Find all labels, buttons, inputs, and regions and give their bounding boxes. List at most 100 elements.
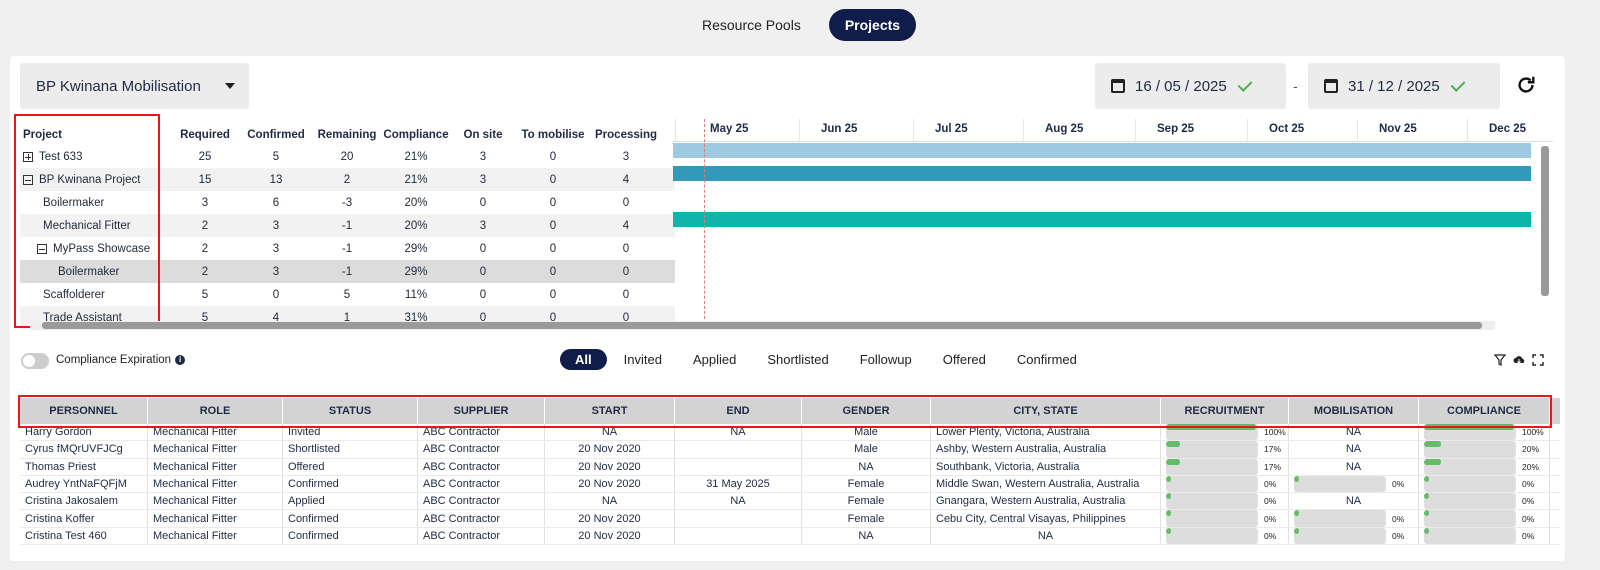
project-row[interactable]: MyPass Showcase 2 3 -1 29% 0 0 0 [20, 237, 675, 260]
col-role[interactable]: ROLE [148, 398, 283, 424]
col-city-state[interactable]: CITY, STATE [931, 398, 1161, 424]
tab-projects[interactable]: Projects [828, 9, 917, 41]
fullscreen-icon[interactable] [1532, 354, 1544, 366]
info-icon[interactable]: i [175, 355, 186, 365]
project-processing-cell: 0 [622, 242, 630, 255]
project-name: Scaffolderer [43, 288, 105, 301]
gantt-chart: May 25 Jun 25 Jul 25 Aug 25 Sep 25 Oct 25 Nov … [673, 119, 1553, 319]
project-to-mobilise-cell: 0 [549, 173, 557, 186]
mobilisation-cell: NA [1289, 424, 1419, 441]
col-supplier[interactable]: SUPPLIER [418, 398, 545, 424]
start-cell: 20 Nov 2020 [545, 527, 675, 545]
col-recruitment[interactable]: RECRUITMENT [1161, 398, 1289, 424]
compliance-progress-bar [1424, 441, 1516, 458]
start-date-field[interactable]: 16 / 05 / 2025 [1095, 63, 1286, 109]
personnel-table: PERSONNEL ROLE STATUS SUPPLIER START END GENDE… [20, 398, 1560, 546]
mobilisation-cell: 0% [1289, 510, 1419, 527]
filter-tab-confirmed[interactable]: Confirmed [1016, 352, 1077, 367]
table-row[interactable]: Cristina Jakosalem Mechanical Fitter Appli… [20, 493, 1560, 511]
cloud-download-icon[interactable] [1513, 354, 1525, 366]
recruitment-cell: 0% [1161, 475, 1289, 493]
personnel-cell[interactable]: Thomas Priest [20, 458, 148, 475]
personnel-cell[interactable]: Cristina Jakosalem [20, 493, 148, 510]
filter-icon[interactable] [1494, 354, 1506, 366]
gantt-month-label: Dec 25 [1489, 123, 1527, 135]
city-state-cell: Southbank, Victoria, Australia [931, 458, 1161, 475]
status-cell: Applied [283, 493, 418, 510]
table-row[interactable]: Cyrus fMQrUVFJCg Mechanical Fitter Shortli… [20, 441, 1560, 459]
project-required-cell: 5 [201, 288, 209, 301]
filter-tab-followup[interactable]: Followup [859, 352, 912, 367]
personnel-cell[interactable]: Audrey YntNaFQFjM [20, 475, 148, 493]
col-confirmed[interactable]: Confirmed [247, 129, 305, 141]
highlight-project-column [14, 114, 160, 328]
table-row[interactable]: Cristina Koffer Mechanical Fitter Confirme… [20, 510, 1560, 528]
table-row[interactable]: Harry Gordon Mechanical Fitter Invited ABC … [20, 424, 1560, 442]
project-on-site-cell: 3 [479, 150, 487, 163]
tab-resource-pools[interactable]: Resource Pools [702, 17, 801, 33]
recruitment-cell: 17% [1161, 458, 1289, 475]
filter-tab-invited[interactable]: Invited [623, 352, 662, 367]
col-to-mobilise[interactable]: To mobilise [521, 129, 585, 141]
table-row[interactable]: Cristina Test 460 Mechanical Fitter Confir… [20, 527, 1560, 546]
col-mobilisation[interactable]: MOBILISATION [1289, 398, 1419, 424]
col-remaining[interactable]: Remaining [317, 129, 377, 141]
refresh-icon[interactable] [1515, 74, 1537, 96]
end-cell [675, 527, 802, 545]
filter-tab-applied[interactable]: Applied [692, 352, 737, 367]
compliance-expiration-toggle[interactable] [21, 353, 49, 369]
project-on-site-cell: 0 [479, 265, 487, 278]
collapse-icon[interactable] [37, 243, 47, 254]
role-cell: Mechanical Fitter [148, 475, 283, 493]
city-state-cell: Gnangara, Western Australia, Australia [931, 493, 1161, 510]
status-cell: Invited [283, 424, 418, 441]
col-processing[interactable]: Processing [595, 129, 657, 141]
personnel-cell[interactable]: Cyrus fMQrUVFJCg [20, 441, 148, 458]
gantt-bar[interactable] [673, 143, 1531, 158]
project-row[interactable]: Test 633 25 5 20 21% 3 0 3 [20, 145, 675, 168]
start-cell: 20 Nov 2020 [545, 458, 675, 475]
project-row[interactable]: Scaffolderer 5 0 5 11% 0 0 0 [20, 283, 675, 306]
project-select[interactable]: BP Kwinana Mobilisation [20, 63, 249, 109]
table-row[interactable]: Audrey YntNaFQFjM Mechanical Fitter Confir… [20, 475, 1560, 494]
supplier-cell: ABC Contractor [418, 424, 545, 441]
col-compliance[interactable]: COMPLIANCE [1419, 398, 1550, 424]
grid-horizontal-scrollbar[interactable] [30, 321, 1495, 330]
end-cell: 31 May 2025 [675, 475, 802, 493]
project-row[interactable]: Boilermaker 3 6 -3 20% 0 0 0 [20, 191, 675, 214]
col-on-site[interactable]: On site [463, 129, 503, 141]
personnel-cell[interactable]: Cristina Test 460 [20, 527, 148, 545]
gantt-bar[interactable] [673, 166, 1531, 181]
col-personnel[interactable]: PERSONNEL [20, 398, 148, 424]
expand-icon[interactable] [23, 151, 33, 162]
project-row[interactable]: BP Kwinana Project 15 13 2 21% 3 0 4 [20, 168, 675, 191]
project-remaining-cell: -1 [341, 219, 353, 232]
gantt-month-divider [913, 119, 914, 141]
recruitment-percent: 0% [1264, 513, 1277, 524]
project-name: Boilermaker [58, 265, 120, 278]
personnel-cell[interactable]: Harry Gordon [20, 424, 148, 441]
filter-tab-offered[interactable]: Offered [942, 352, 986, 367]
city-state-cell: NA [931, 527, 1161, 545]
collapse-icon[interactable] [23, 174, 33, 185]
col-end[interactable]: END [675, 398, 802, 424]
col-compliance[interactable]: Compliance [383, 129, 449, 141]
filter-tab-all[interactable]: All [560, 349, 607, 370]
col-required[interactable]: Required [180, 129, 230, 141]
gantt-bar[interactable] [673, 212, 1531, 227]
end-date-field[interactable]: 31 / 12 / 2025 [1308, 63, 1500, 109]
role-cell: Mechanical Fitter [148, 441, 283, 458]
col-status[interactable]: STATUS [283, 398, 418, 424]
filter-tab-shortlisted[interactable]: Shortlisted [767, 352, 829, 367]
project-row[interactable]: Mechanical Fitter 2 3 -1 20% 3 0 4 [20, 214, 675, 237]
gantt-vertical-scrollbar[interactable] [1540, 138, 1550, 308]
col-project[interactable]: Project [23, 129, 62, 141]
personnel-cell[interactable]: Cristina Koffer [20, 510, 148, 527]
table-row[interactable]: Thomas Priest Mechanical Fitter Offered ABC… [20, 458, 1560, 476]
project-compliance-cell: 11% [404, 288, 428, 301]
calendar-icon [1111, 79, 1125, 93]
col-gender[interactable]: GENDER [802, 398, 931, 424]
project-compliance-cell: 21% [404, 150, 428, 163]
project-row[interactable]: Boilermaker 2 3 -1 29% 0 0 0 [20, 260, 675, 283]
col-start[interactable]: START [545, 398, 675, 424]
